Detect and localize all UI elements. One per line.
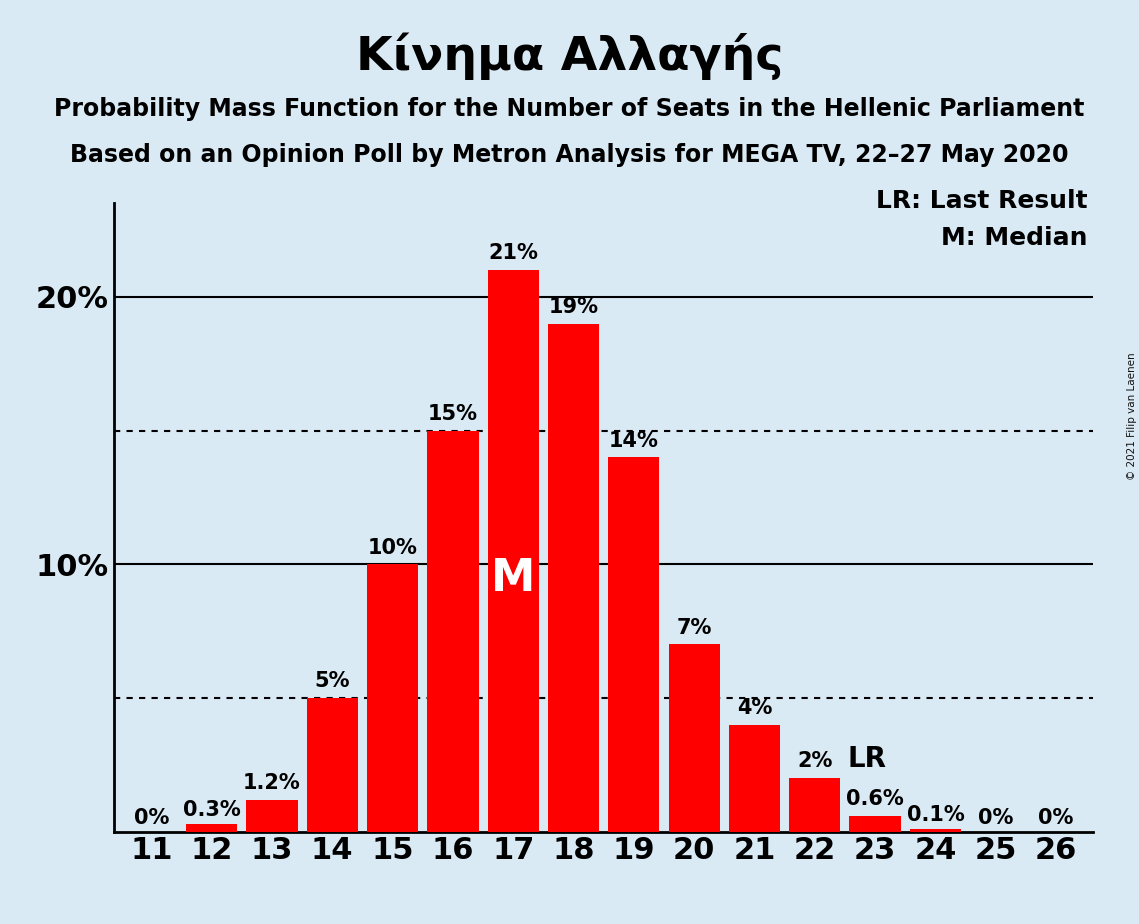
Bar bbox=[850, 816, 901, 832]
Bar bbox=[789, 778, 841, 832]
Bar bbox=[427, 431, 478, 832]
Text: 7%: 7% bbox=[677, 618, 712, 638]
Bar bbox=[306, 698, 358, 832]
Text: 10%: 10% bbox=[368, 538, 418, 557]
Text: Probability Mass Function for the Number of Seats in the Hellenic Parliament: Probability Mass Function for the Number… bbox=[55, 97, 1084, 121]
Text: 21%: 21% bbox=[489, 243, 538, 263]
Text: 0%: 0% bbox=[1039, 808, 1074, 828]
Text: Κίνημα Αλλαγής: Κίνημα Αλλαγής bbox=[355, 32, 784, 79]
Text: LR: LR bbox=[847, 745, 887, 772]
Bar bbox=[246, 799, 297, 832]
Bar bbox=[367, 565, 418, 832]
Text: 0.3%: 0.3% bbox=[182, 799, 240, 820]
Bar bbox=[669, 644, 720, 832]
Text: 5%: 5% bbox=[314, 671, 350, 691]
Bar bbox=[608, 457, 659, 832]
Bar bbox=[729, 724, 780, 832]
Text: 0.1%: 0.1% bbox=[907, 805, 965, 825]
Text: Based on an Opinion Poll by Metron Analysis for MEGA TV, 22–27 May 2020: Based on an Opinion Poll by Metron Analy… bbox=[71, 143, 1068, 167]
Text: 15%: 15% bbox=[428, 404, 478, 424]
Text: 0%: 0% bbox=[133, 808, 169, 828]
Text: M: M bbox=[491, 557, 535, 601]
Text: 4%: 4% bbox=[737, 698, 772, 718]
Bar bbox=[548, 323, 599, 832]
Text: 0%: 0% bbox=[978, 808, 1014, 828]
Text: M: Median: M: Median bbox=[941, 226, 1088, 250]
Text: 19%: 19% bbox=[549, 297, 598, 317]
Bar bbox=[186, 823, 237, 832]
Bar bbox=[487, 270, 539, 832]
Text: 0.6%: 0.6% bbox=[846, 789, 904, 808]
Text: LR: Last Result: LR: Last Result bbox=[876, 189, 1088, 213]
Text: 1.2%: 1.2% bbox=[243, 772, 301, 793]
Text: © 2021 Filip van Laenen: © 2021 Filip van Laenen bbox=[1126, 352, 1137, 480]
Bar bbox=[910, 829, 961, 832]
Text: 2%: 2% bbox=[797, 751, 833, 772]
Text: 14%: 14% bbox=[609, 431, 658, 451]
